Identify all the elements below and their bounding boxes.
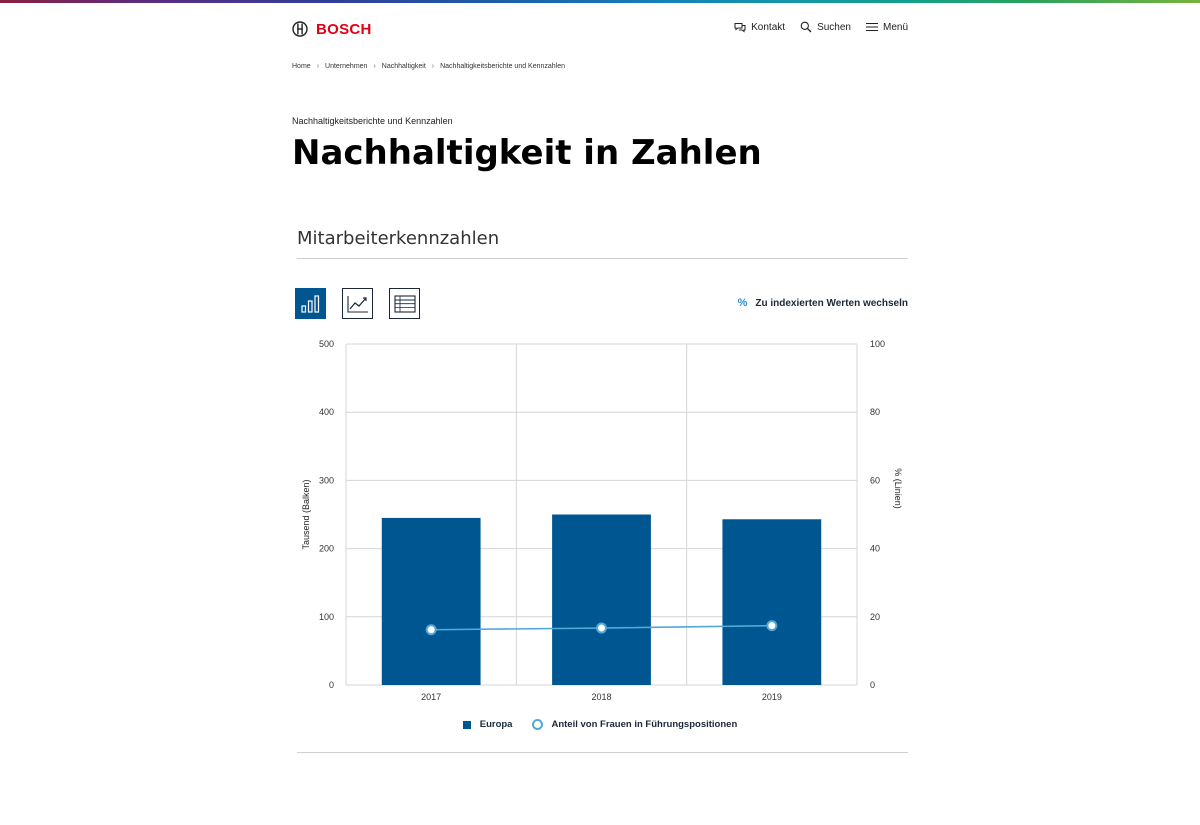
breadcrumb-unternehmen[interactable]: Unternehmen [325, 63, 368, 70]
table-view-button[interactable] [389, 288, 420, 319]
bar-europa-2017 [381, 517, 481, 685]
percent-icon: % [737, 297, 748, 309]
bar-europa-2018 [552, 514, 651, 685]
chat-icon [734, 22, 746, 32]
breadcrumb: Home › Unternehmen › Nachhaltigkeit › Na… [292, 63, 565, 70]
employee-chart: 0 100 200 300 400 500 0 20 40 60 80 100 2017 2018 2019… [301, 339, 903, 702]
contact-label: Kontakt [751, 21, 786, 33]
y-tick-left: 0 [329, 680, 334, 690]
bar-chart-icon [300, 294, 319, 313]
chevron-right-icon: › [316, 63, 320, 70]
y-tick-left: 500 [319, 339, 334, 349]
legend-bar-swatch [462, 720, 471, 729]
y-tick-left: 300 [319, 475, 334, 485]
line-chart-view-button[interactable] [342, 288, 373, 319]
bar-chart-view-button[interactable] [295, 288, 326, 319]
top-header: BOSCH Kontakt Suchen Menü [292, 18, 908, 40]
legend-line-marker [532, 719, 544, 730]
point-women-share-2017 [425, 624, 437, 636]
y-axis-title-right: % (Linien) [893, 468, 903, 509]
y-tick-left: 100 [319, 612, 334, 622]
x-tick-label: 2018 [591, 692, 611, 702]
brand-name: BOSCH [316, 20, 372, 38]
x-tick-label: 2019 [762, 692, 782, 702]
bosch-armature-icon [292, 21, 308, 37]
y-tick-right: 40 [870, 544, 880, 554]
legend-item-women-share[interactable]: Anteil von Frauen in Führungspositionen [532, 719, 737, 730]
y-tick-right: 80 [870, 407, 880, 417]
line-chart-icon [346, 295, 368, 313]
supergraphic-bar [0, 0, 1200, 3]
chevron-right-icon: › [373, 63, 376, 70]
indexed-values-toggle[interactable]: % Zu indexierten Werten wechseln [738, 297, 908, 309]
y-tick-right: 20 [870, 612, 880, 622]
legend-item-europa[interactable]: Europa [462, 719, 513, 730]
chart-legend: Europa Anteil von Frauen in Führungsposi… [0, 719, 1200, 730]
contact-link[interactable]: Kontakt [734, 21, 785, 33]
menu-label: Menü [882, 21, 908, 33]
breadcrumb-current[interactable]: Nachhaltigkeitsberichte und Kennzahlen [440, 63, 566, 70]
legend-label-women-share: Anteil von Frauen in Führungspositionen [551, 719, 738, 730]
point-women-share-2018 [596, 622, 607, 634]
y-tick-left: 200 [319, 544, 334, 554]
y-axis-title-left: Tausend (Balken) [301, 479, 311, 549]
search-icon [800, 21, 812, 33]
y-tick-right: 100 [870, 339, 885, 349]
main-nav: Kontakt Suchen Menü [719, 21, 908, 33]
x-tick-label: 2017 [421, 692, 441, 702]
y-tick-right: 0 [870, 680, 875, 690]
point-women-share-2019 [766, 620, 778, 632]
section-title: Mitarbeiterkennzahlen [297, 228, 500, 249]
search-label: Suchen [817, 21, 851, 33]
page-title: Nachhaltigkeit in Zahlen [292, 133, 762, 173]
menu-button[interactable]: Menü [865, 21, 908, 33]
bar-europa-2019 [722, 519, 822, 685]
section-divider-bottom [297, 752, 908, 753]
breadcrumb-nachhaltigkeit[interactable]: Nachhaltigkeit [381, 63, 426, 70]
section-divider-top [297, 258, 908, 259]
legend-label-europa: Europa [479, 719, 513, 730]
indexed-values-label: Zu indexierten Werten wechseln [755, 297, 908, 309]
hamburger-icon [865, 23, 878, 31]
chevron-right-icon: › [431, 63, 435, 70]
search-link[interactable]: Suchen [800, 21, 851, 33]
page-eyebrow: Nachhaltigkeitsberichte und Kennzahlen [292, 116, 453, 126]
bosch-logo[interactable]: BOSCH [292, 18, 372, 40]
table-icon [393, 294, 416, 313]
y-tick-right: 60 [870, 475, 880, 485]
breadcrumb-home[interactable]: Home [292, 63, 311, 70]
y-tick-left: 400 [319, 407, 334, 417]
